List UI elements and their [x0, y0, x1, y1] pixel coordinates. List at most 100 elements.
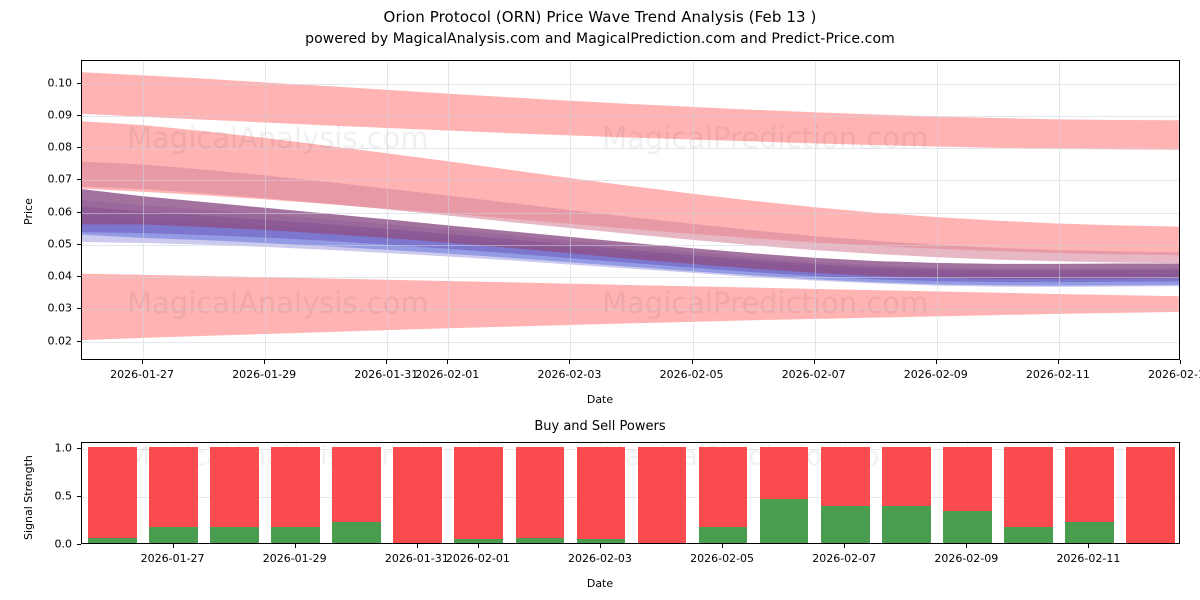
gridline-h	[82, 115, 1179, 117]
x-tick-label: 2026-01-27	[110, 368, 175, 381]
bar-segment-buy	[271, 526, 321, 543]
stacked-bar	[515, 446, 565, 543]
x-tickmark	[447, 360, 449, 364]
x-tick-label: 2026-02-01	[415, 368, 480, 381]
gridline-v	[143, 61, 145, 359]
stacked-bar	[393, 446, 443, 543]
bar-segment-sell	[149, 446, 198, 527]
bar-segment-buy	[454, 539, 504, 543]
bar-segment-sell	[454, 446, 504, 540]
bar-segment-sell	[271, 446, 321, 527]
gridline-h	[82, 83, 1179, 85]
y-tick-label: 0.06	[47, 205, 73, 219]
stacked-bar	[820, 446, 870, 543]
stacked-bar	[698, 446, 748, 543]
buy-sell-powers-plot: MagicalAnalysis.com MagicalPrediction.co…	[81, 442, 1180, 544]
stacked-bar	[210, 446, 259, 543]
y-tick-label: 0.07	[47, 172, 73, 186]
bar-segment-sell	[515, 446, 565, 539]
bar-segment-sell	[637, 446, 687, 543]
stacked-bar	[942, 446, 992, 543]
x-tick-label: 2026-02-13	[1148, 368, 1200, 381]
y-tickmark	[77, 544, 81, 545]
x-tickmark	[844, 544, 846, 548]
y-tickmark	[77, 243, 81, 245]
bar-segment-buy	[881, 505, 931, 543]
y-tick-label: 0.05	[47, 237, 73, 251]
x-tick-label: 2026-02-03	[537, 368, 602, 381]
stacked-bar	[1003, 446, 1053, 543]
gridline-h	[82, 309, 1179, 311]
x-tick-label: 2026-01-29	[232, 368, 297, 381]
bar-segment-buy	[210, 526, 259, 543]
gridline-v	[570, 61, 572, 359]
gridline-h	[82, 244, 1179, 246]
y-tickmark	[77, 211, 81, 213]
band-rose	[82, 161, 1179, 264]
bar-segment-buy	[759, 498, 809, 543]
stacked-bar	[454, 446, 504, 543]
bar-segment-buy	[698, 526, 748, 543]
top-x-axis-label: Date	[586, 393, 614, 406]
bar-segment-buy	[88, 538, 137, 543]
gridline-h	[82, 180, 1179, 182]
x-tickmark	[172, 544, 174, 548]
bar-segment-sell	[210, 446, 259, 527]
y-tick-label: 1.0	[54, 441, 73, 455]
x-tickmark	[142, 360, 144, 364]
gridline-v	[1058, 61, 1060, 359]
y-tick-label: 0.04	[47, 269, 73, 283]
x-tickmark	[1088, 544, 1090, 548]
bar-segment-buy	[1003, 526, 1053, 543]
y-tick-label: 0.02	[47, 334, 73, 348]
gridline-v	[448, 61, 450, 359]
y-tick-label: 0.5	[54, 489, 73, 503]
x-tick-label: 2026-02-01	[445, 552, 510, 565]
gridline-v	[814, 61, 816, 359]
stacked-bar	[576, 446, 626, 543]
x-tick-label: 2026-02-09	[903, 368, 968, 381]
stacked-bar	[88, 446, 137, 543]
x-tick-label: 2026-02-07	[781, 368, 846, 381]
x-tickmark	[691, 360, 693, 364]
x-tick-label: 2026-02-11	[1025, 368, 1090, 381]
stacked-bar	[759, 446, 809, 543]
x-tickmark	[294, 544, 296, 548]
x-tickmark	[599, 544, 601, 548]
bar-segment-buy	[1065, 521, 1114, 543]
x-tickmark	[813, 360, 815, 364]
bar-segment-sell	[942, 446, 992, 512]
y-tickmark	[77, 495, 81, 497]
x-tick-label: 2026-02-03	[568, 552, 632, 565]
bar-segment-sell	[88, 446, 137, 539]
bar-segment-sell	[1126, 446, 1175, 543]
gridline-h	[82, 277, 1179, 279]
band-purple-core	[82, 189, 1179, 279]
bottom-y-axis-label: Signal Strength	[22, 455, 35, 540]
y-tickmark	[77, 276, 81, 278]
x-tickmark	[264, 360, 266, 364]
stacked-bar	[149, 446, 198, 543]
y-tick-label: 0.10	[47, 76, 73, 90]
gridline-h	[82, 448, 1179, 450]
x-tickmark	[386, 360, 388, 364]
x-tickmark	[1180, 360, 1181, 364]
stacked-bar	[1126, 446, 1175, 543]
bar-segment-sell	[393, 446, 443, 543]
x-tickmark	[477, 544, 479, 548]
bar-segment-sell	[698, 446, 748, 527]
white-separator-line	[82, 270, 1179, 297]
gridline-v	[692, 61, 694, 359]
y-tickmark	[77, 179, 81, 181]
stacked-bar	[271, 446, 321, 543]
y-tickmark	[77, 447, 81, 449]
bar-segment-buy	[942, 511, 992, 543]
x-tick-label: 2026-01-31	[384, 552, 449, 565]
bottom-x-axis-label: Date	[586, 577, 614, 590]
page-subtitle: powered by MagicalAnalysis.com and Magic…	[305, 31, 895, 47]
gridline-h	[82, 212, 1179, 214]
y-tick-label: 0.03	[47, 301, 73, 315]
price-band-svg	[82, 72, 1179, 341]
bar-segment-sell	[1065, 446, 1114, 522]
